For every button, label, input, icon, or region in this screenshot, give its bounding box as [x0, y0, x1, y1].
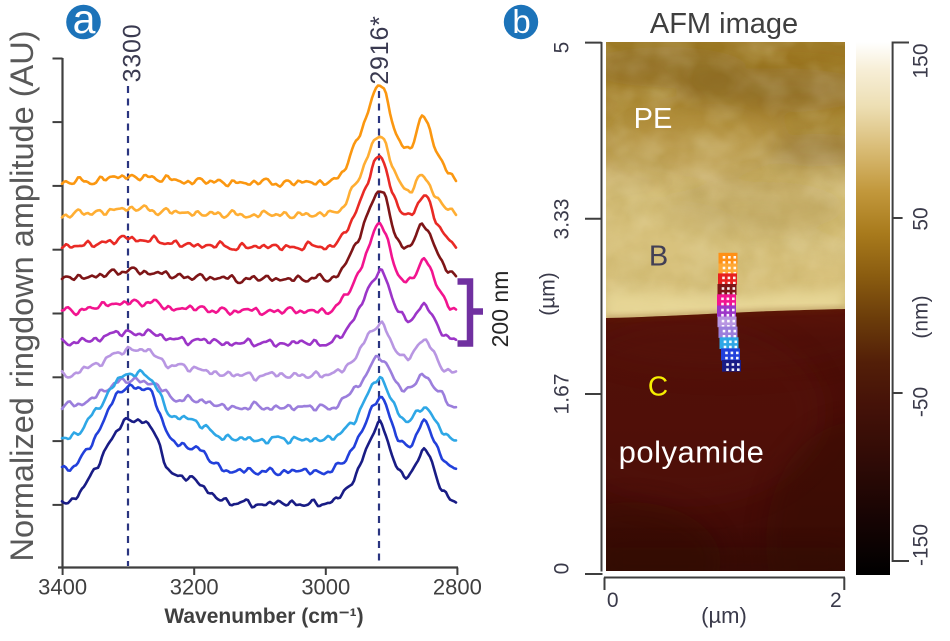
svg-text:-150: -150 — [910, 524, 933, 566]
svg-text:0: 0 — [607, 589, 619, 612]
svg-text:3000: 3000 — [301, 575, 350, 600]
svg-text:3300: 3300 — [119, 24, 147, 83]
svg-text:polyamide: polyamide — [619, 435, 765, 470]
svg-text:Wavenumber (cm⁻¹): Wavenumber (cm⁻¹) — [164, 605, 363, 628]
svg-text:(µm): (µm) — [701, 603, 747, 628]
svg-text:50: 50 — [910, 207, 933, 230]
svg-text:Normalized ringdown amplitude: Normalized ringdown amplitude (AU) — [4, 30, 40, 561]
svg-text:b: b — [512, 3, 530, 40]
svg-text:200 nm: 200 nm — [487, 271, 513, 348]
svg-text:2916*: 2916* — [366, 15, 394, 84]
svg-text:B: B — [649, 241, 668, 273]
svg-text:2: 2 — [830, 589, 842, 612]
svg-text:0: 0 — [551, 563, 574, 575]
svg-text:(µm): (µm) — [537, 272, 560, 316]
svg-text:3400: 3400 — [38, 575, 87, 600]
svg-text:3200: 3200 — [170, 575, 219, 600]
svg-text:a: a — [73, 0, 96, 42]
svg-text:(nm): (nm) — [910, 295, 933, 338]
svg-text:C: C — [648, 371, 668, 402]
svg-text:5: 5 — [551, 42, 574, 54]
svg-text:3.33: 3.33 — [551, 199, 574, 240]
svg-text:PE: PE — [634, 103, 673, 135]
svg-text:150: 150 — [910, 43, 933, 78]
svg-text:2800: 2800 — [433, 575, 482, 600]
svg-text:1.67: 1.67 — [551, 374, 574, 415]
svg-text:-50: -50 — [910, 387, 933, 417]
svg-text:AFM image: AFM image — [650, 8, 798, 40]
